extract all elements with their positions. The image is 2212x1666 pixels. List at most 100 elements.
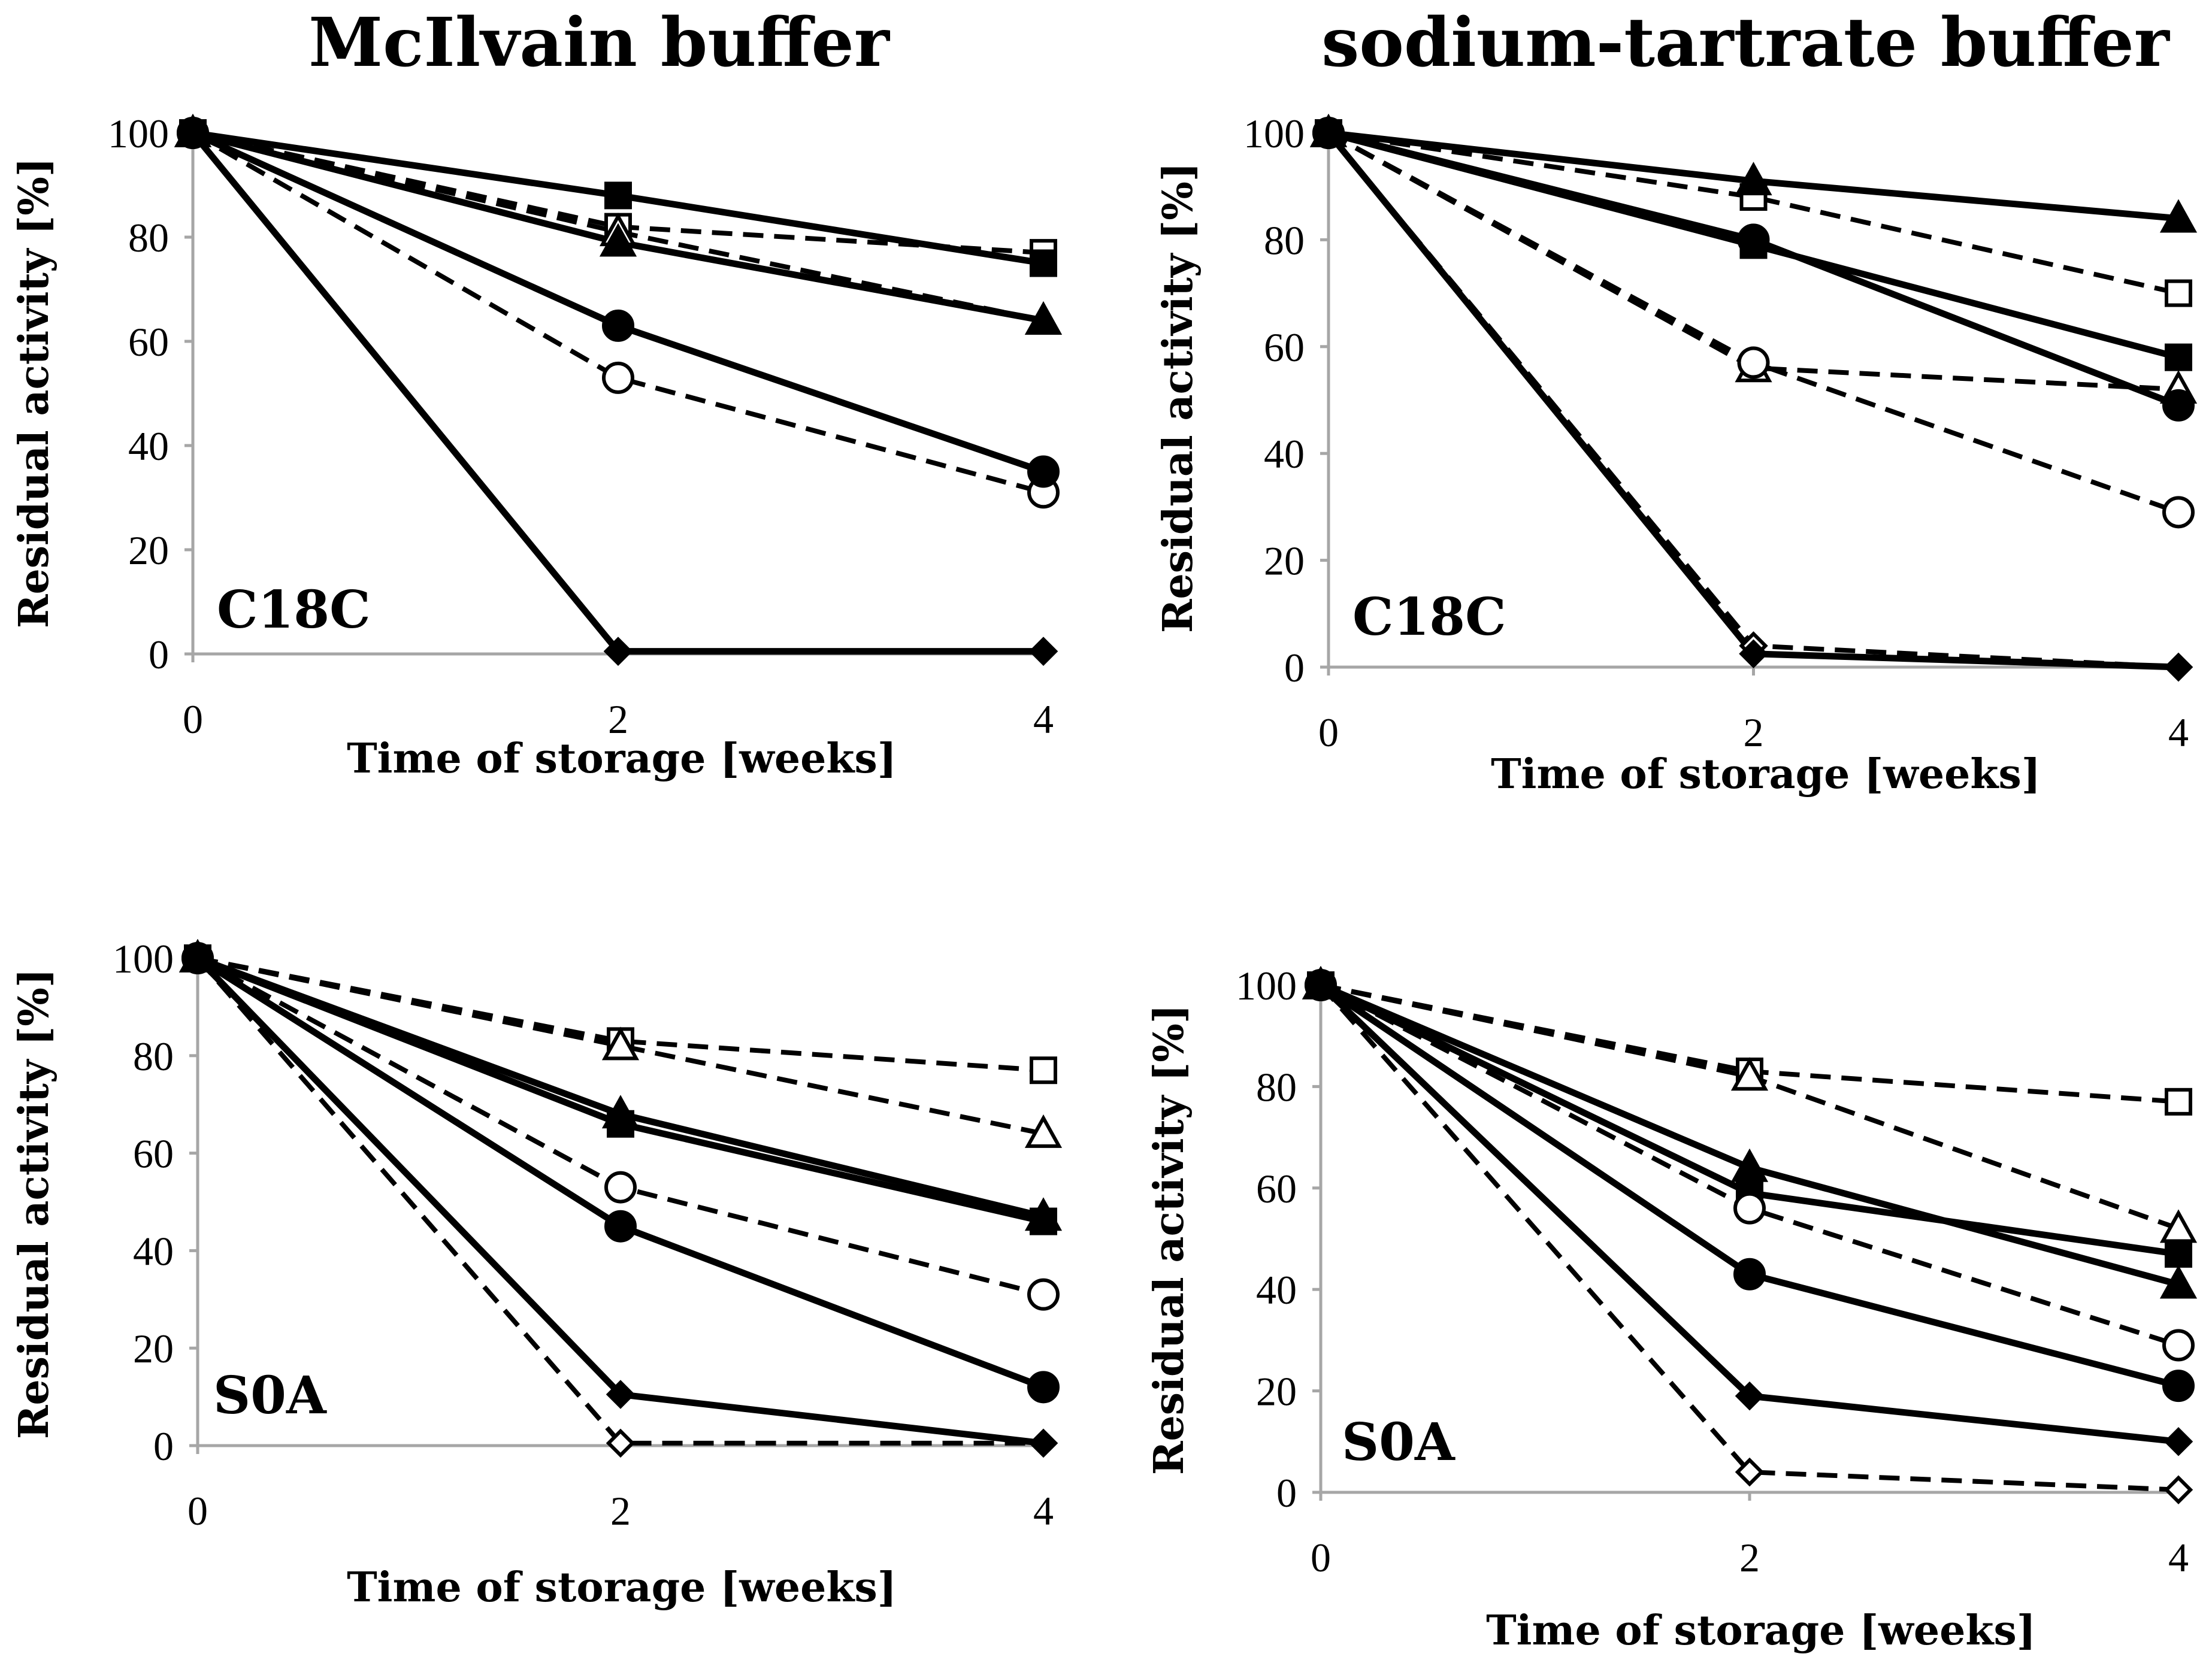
y-tick-label: 60	[133, 1131, 174, 1177]
data-point-triangle-filled	[1024, 1197, 1063, 1231]
data-point-square-filled	[2165, 343, 2192, 371]
data-point-triangle-open	[1024, 1114, 1063, 1148]
y-tick-label: 60	[1256, 1166, 1297, 1211]
data-point-diamond-filled	[183, 943, 213, 973]
x-axis-title: Time of storage [weeks]	[347, 1564, 897, 1612]
y-tick-label: 0	[153, 1423, 174, 1469]
y-tick-label: 100	[1236, 963, 1297, 1008]
x-tick-label: 0	[183, 696, 203, 742]
column-title-sodium-tartrate: sodium-tartrate buffer	[1321, 4, 2169, 82]
panel-label: S0A	[213, 1365, 327, 1426]
data-point-square-filled	[1030, 249, 1057, 277]
data-point-triangle-filled	[1024, 301, 1063, 335]
data-point-diamond-filled	[1028, 1428, 1058, 1458]
data-point-circle-open	[1027, 1278, 1060, 1311]
data-point-triangle-open	[601, 1026, 640, 1061]
data-point-triangle-open	[2159, 1209, 2198, 1243]
data-point-triangle-open	[1730, 1057, 1769, 1091]
series-line-diamond-open	[1318, 983, 2179, 1492]
data-point-circle-filled	[1737, 223, 1770, 256]
chart-panel: 0 20 40 60 80 100 0 2 4 Time of storage [weeks] Re…	[10, 111, 1063, 783]
data-point-diamond-filled	[1735, 1381, 1765, 1411]
y-tick-label: 20	[128, 528, 169, 573]
data-point-square-open	[1030, 1056, 1057, 1085]
x-tick-label: 4	[1033, 696, 1054, 742]
y-tick-label: 60	[1264, 325, 1305, 370]
data-point-triangle-filled	[2159, 1265, 2198, 1299]
y-tick-label: 20	[1256, 1369, 1297, 1414]
data-point-diamond-filled	[2163, 1427, 2193, 1456]
y-tick-label: 40	[1256, 1267, 1297, 1313]
y-axis-title: Residual activity [%]	[10, 968, 58, 1439]
y-tick-label: 0	[1284, 645, 1305, 690]
x-tick-label: 4	[1033, 1488, 1054, 1534]
y-tick-label: 100	[113, 936, 174, 982]
data-point-diamond-open	[1735, 1457, 1765, 1487]
data-point-diamond-filled	[1306, 970, 1336, 1000]
x-tick-label: 2	[1739, 1535, 1760, 1580]
x-tick-label: 2	[1744, 710, 1764, 755]
x-tick-label: 2	[610, 1488, 631, 1534]
x-axis-title: Time of storage [weeks]	[1486, 1607, 2036, 1655]
x-tick-label: 0	[187, 1488, 208, 1534]
y-tick-label: 80	[133, 1034, 174, 1079]
data-point-square-filled	[2165, 1240, 2192, 1268]
y-tick-label: 80	[1264, 217, 1305, 263]
data-point-circle-filled	[602, 309, 634, 342]
data-point-triangle-filled	[1735, 162, 1772, 196]
data-point-square-open	[2165, 1088, 2192, 1116]
x-tick-label: 2	[608, 696, 628, 742]
data-point-square-filled	[604, 181, 632, 210]
y-tick-label: 80	[128, 215, 169, 260]
y-axis-title: Residual activity [%]	[1154, 162, 1202, 633]
chart-panel: 0 20 40 60 80 100 0 2 4 Time of storage [weeks] Re…	[1154, 111, 2198, 798]
series-line-circle-open	[192, 131, 1045, 495]
data-point-circle-open	[604, 1171, 637, 1204]
data-point-circle-open	[1737, 346, 1770, 379]
data-point-diamond-filled	[606, 1380, 636, 1409]
y-tick-label: 20	[1264, 538, 1305, 584]
data-point-square-open	[2165, 279, 2192, 307]
y-tick-label: 0	[149, 632, 169, 677]
column-title-mcilvain: McIlvain buffer	[308, 4, 889, 82]
y-tick-label: 80	[1256, 1064, 1297, 1110]
x-axis-title: Time of storage [weeks]	[347, 735, 897, 783]
data-point-circle-filled	[1733, 1258, 1766, 1291]
data-point-diamond-filled	[1314, 118, 1343, 148]
y-tick-label: 40	[1264, 431, 1305, 477]
series-line-triangle-open	[197, 956, 1044, 1136]
data-point-circle-filled	[2162, 389, 2195, 422]
data-point-circle-open	[2162, 496, 2195, 529]
y-axis-title: Residual activity [%]	[1145, 1004, 1193, 1475]
data-point-triangle-filled	[601, 1095, 640, 1129]
data-point-circle-filled	[2162, 1370, 2195, 1403]
series-line-square-open	[192, 131, 1044, 256]
data-point-diamond-open	[2163, 1475, 2193, 1505]
data-point-circle-filled	[1027, 455, 1060, 488]
x-tick-label: 0	[1311, 1535, 1331, 1580]
data-point-circle-open	[2162, 1329, 2195, 1362]
data-point-diamond-open	[606, 1428, 636, 1458]
data-point-circle-open	[1733, 1192, 1766, 1225]
y-tick-label: 100	[108, 111, 169, 156]
data-point-circle-open	[602, 361, 634, 394]
y-tick-label: 40	[133, 1228, 174, 1274]
x-tick-label: 4	[2168, 710, 2189, 755]
series-line-square-open	[1328, 131, 2179, 296]
panel-label: S0A	[1342, 1412, 1455, 1473]
y-tick-label: 40	[128, 423, 169, 469]
chart-panel: 0 20 40 60 80 100 0 2 4 Time of storage [weeks] Re…	[10, 936, 1063, 1612]
x-tick-label: 4	[2168, 1535, 2189, 1580]
data-point-triangle-filled	[2159, 199, 2198, 233]
y-tick-label: 60	[128, 319, 169, 365]
data-point-triangle-filled	[599, 223, 637, 257]
data-point-diamond-filled	[1739, 639, 1768, 668]
data-point-diamond-filled	[1028, 637, 1058, 666]
chart-panel: 0 20 40 60 80 100 0 2 4 Time of storage [weeks] Re…	[1145, 963, 2198, 1655]
y-tick-label: 0	[1276, 1470, 1297, 1516]
data-point-circle-filled	[1027, 1371, 1060, 1404]
data-point-triangle-filled	[1730, 1148, 1769, 1182]
y-axis-title: Residual activity [%]	[10, 157, 58, 628]
data-point-diamond-filled	[603, 637, 633, 666]
